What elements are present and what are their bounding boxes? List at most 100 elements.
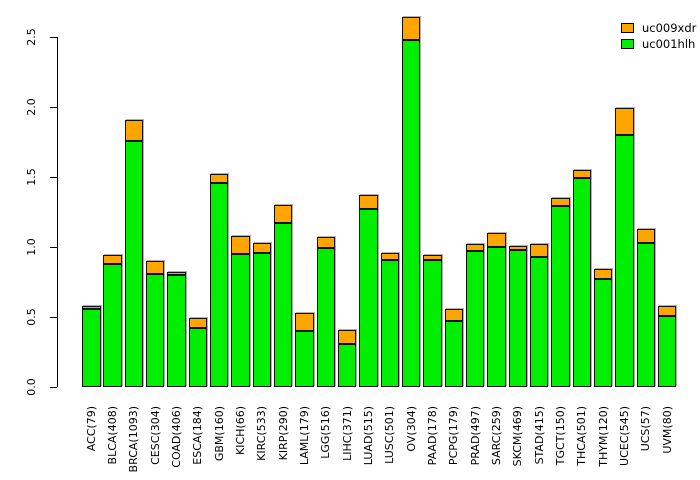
bar-LUSC(501) — [380, 252, 400, 387]
bar-segment-uc009xdr — [295, 312, 314, 331]
y-tick-label: 2.0 — [25, 98, 38, 116]
bar-UVM(80) — [657, 305, 677, 387]
bar-segment-uc009xdr — [572, 170, 592, 179]
x-tick-label: PRAD(497) — [468, 406, 482, 466]
bar-segment-uc001hlh — [636, 242, 656, 387]
bar-segment-uc001hlh — [380, 259, 400, 387]
bar-segment-uc009xdr — [529, 244, 549, 257]
bar-segment-uc001hlh — [508, 249, 528, 387]
x-tick-label: KICH(66) — [234, 406, 248, 455]
bar-segment-uc001hlh — [273, 223, 293, 387]
bar-segment-uc001hlh — [209, 182, 229, 387]
x-tick-label: KIRP(290) — [276, 406, 290, 461]
legend-swatch-uc009xdr — [621, 23, 634, 33]
legend-item-uc001hlh: uc001hlh — [621, 36, 696, 52]
x-tick-label: SARC(259) — [490, 406, 504, 466]
bar-UCS(57) — [636, 228, 656, 387]
bar-ESCA(184) — [188, 318, 208, 387]
bar-segment-uc001hlh — [487, 247, 506, 387]
bar-segment-uc009xdr — [359, 195, 378, 210]
x-tick-label: LAML(179) — [298, 406, 312, 466]
bar-THYM(120) — [593, 269, 613, 387]
bar-segment-uc001hlh — [657, 315, 677, 387]
bar-STAD(415) — [529, 244, 549, 387]
y-tick-label: 2.5 — [25, 28, 38, 46]
bar-segment-uc001hlh — [444, 321, 464, 387]
x-tick-label: PAAD(178) — [426, 406, 440, 466]
legend: uc009xdr uc001hlh — [621, 20, 696, 52]
bar-SARC(259) — [487, 233, 506, 387]
bar-segment-uc009xdr — [103, 255, 122, 264]
bar-segment-uc009xdr — [423, 255, 442, 260]
bar-UCEC(545) — [615, 108, 634, 387]
x-tick-label: BRCA(1093) — [127, 406, 141, 473]
bar-segment-uc009xdr — [551, 198, 570, 207]
legend-item-uc009xdr: uc009xdr — [621, 20, 696, 36]
x-tick-label: THYM(120) — [596, 406, 610, 467]
bar-KIRC(533) — [252, 242, 272, 387]
x-tick-label: PCPG(179) — [447, 406, 461, 466]
bar-LGG(516) — [316, 237, 336, 387]
bar-segment-uc009xdr — [231, 235, 250, 254]
bar-segment-uc009xdr — [252, 242, 272, 253]
bar-segment-uc001hlh — [529, 256, 549, 387]
x-tick-label: LUSC(501) — [383, 406, 397, 464]
y-axis-tick — [50, 37, 57, 38]
bar-segment-uc009xdr — [82, 305, 101, 309]
bar-segment-uc001hlh — [103, 263, 122, 387]
x-tick-label: BLCA(408) — [106, 406, 120, 465]
bar-segment-uc009xdr — [167, 272, 186, 275]
bar-segment-uc009xdr — [508, 245, 528, 250]
y-axis-tick — [50, 387, 57, 388]
bar-segment-uc009xdr — [593, 269, 613, 280]
legend-label: uc009xdr — [642, 21, 697, 35]
bar-segment-uc001hlh — [551, 206, 570, 387]
bar-segment-uc001hlh — [188, 328, 208, 387]
bar-KIRP(290) — [273, 205, 293, 387]
bar-segment-uc001hlh — [359, 209, 378, 387]
bar-segment-uc001hlh — [572, 178, 592, 387]
x-tick-label: GBM(160) — [212, 406, 226, 462]
y-axis-tick — [50, 177, 57, 178]
x-tick-label: ACC(79) — [84, 406, 98, 452]
bar-segment-uc001hlh — [337, 343, 357, 387]
bar-TGCT(150) — [551, 198, 570, 387]
bar-SKCM(469) — [508, 245, 528, 387]
bar-segment-uc001hlh — [401, 39, 421, 387]
bar-segment-uc001hlh — [593, 279, 613, 387]
bar-LUAD(515) — [359, 195, 378, 387]
bar-BRCA(1093) — [124, 119, 144, 387]
bar-segment-uc009xdr — [657, 305, 677, 316]
x-tick-label: LUAD(515) — [362, 406, 376, 466]
x-tick-label: COAD(406) — [170, 406, 184, 468]
bar-segment-uc009xdr — [465, 244, 485, 252]
bar-segment-uc001hlh — [124, 140, 144, 387]
bar-segment-uc009xdr — [188, 318, 208, 329]
bar-COAD(406) — [167, 272, 186, 387]
bar-segment-uc009xdr — [401, 17, 421, 40]
bar-segment-uc009xdr — [380, 252, 400, 260]
bar-LIHC(371) — [337, 329, 357, 387]
bar-THCA(501) — [572, 170, 592, 387]
bar-segment-uc001hlh — [167, 274, 186, 387]
legend-label: uc001hlh — [642, 37, 696, 51]
y-tick-label: 0.5 — [25, 308, 38, 326]
y-axis-tick — [50, 317, 57, 318]
bar-PCPG(179) — [444, 308, 464, 387]
bar-OV(304) — [401, 17, 421, 387]
bar-segment-uc001hlh — [252, 252, 272, 387]
bar-PRAD(497) — [465, 244, 485, 387]
bar-segment-uc009xdr — [316, 237, 336, 249]
bar-segment-uc001hlh — [231, 253, 250, 387]
bar-segment-uc001hlh — [465, 251, 485, 387]
bar-segment-uc009xdr — [636, 228, 656, 243]
x-tick-label: KIRC(533) — [255, 406, 269, 461]
x-tick-label: STAD(415) — [532, 406, 546, 465]
bar-segment-uc001hlh — [295, 330, 314, 387]
bar-ACC(79) — [82, 305, 101, 387]
bar-segment-uc009xdr — [615, 108, 634, 135]
legend-swatch-uc001hlh — [621, 39, 634, 49]
x-tick-label: UCEC(545) — [618, 406, 631, 466]
y-axis-tick — [50, 107, 57, 108]
bar-BLCA(408) — [103, 255, 122, 387]
